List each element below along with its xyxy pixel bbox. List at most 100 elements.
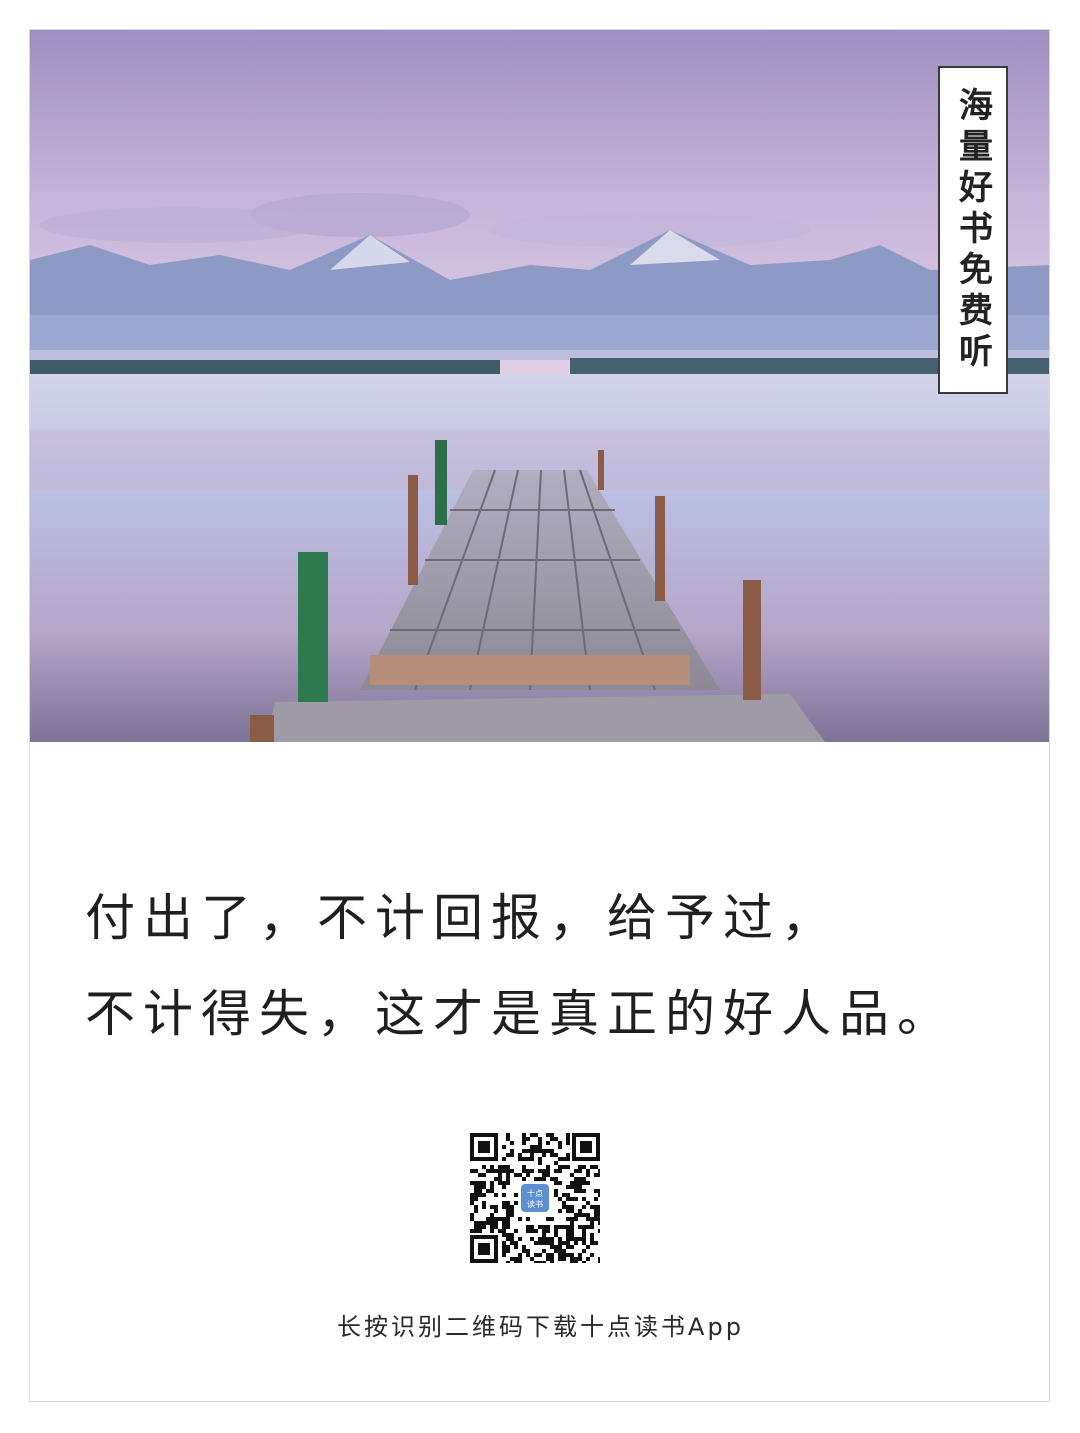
qr-module xyxy=(574,1169,578,1173)
qr-module xyxy=(574,1197,578,1201)
qr-module xyxy=(562,1249,566,1253)
free-audiobooks-badge[interactable]: 海量好书免费听 xyxy=(938,66,1008,394)
qr-module xyxy=(566,1233,570,1237)
qr-module xyxy=(494,1205,498,1209)
qr-module xyxy=(478,1193,482,1197)
qr-module xyxy=(502,1245,506,1249)
qr-module xyxy=(494,1217,498,1221)
qr-module xyxy=(582,1197,586,1201)
qr-module xyxy=(550,1133,554,1137)
qr-module xyxy=(570,1229,574,1233)
qr-module xyxy=(470,1229,474,1233)
qr-module xyxy=(570,1173,574,1177)
qr-module xyxy=(582,1177,586,1181)
qr-module xyxy=(574,1177,578,1181)
qr-module xyxy=(526,1169,530,1173)
qr-module xyxy=(546,1217,550,1221)
qr-module xyxy=(546,1165,550,1169)
qr-module xyxy=(482,1193,486,1197)
qr-module xyxy=(598,1209,600,1213)
qr-module xyxy=(546,1133,550,1137)
qr-module xyxy=(530,1153,534,1157)
qr-module xyxy=(538,1225,542,1229)
qr-module xyxy=(506,1221,510,1225)
qr-module xyxy=(586,1173,590,1177)
qr-code-icon[interactable]: 十点 读书 xyxy=(470,1133,600,1263)
qr-module xyxy=(478,1185,482,1189)
qr-module xyxy=(558,1169,562,1173)
qr-module xyxy=(518,1257,522,1261)
qr-module xyxy=(510,1233,514,1237)
qr-module xyxy=(506,1177,510,1181)
qr-module xyxy=(590,1241,594,1245)
qr-module xyxy=(558,1145,562,1149)
qr-module xyxy=(530,1229,534,1233)
qr-module xyxy=(502,1169,506,1173)
qr-module xyxy=(542,1153,546,1157)
qr-module xyxy=(566,1185,570,1189)
qr-module xyxy=(554,1225,558,1229)
qr-module xyxy=(582,1213,586,1217)
qr-module xyxy=(550,1237,554,1241)
qr-module xyxy=(570,1225,574,1229)
qr-module xyxy=(554,1169,558,1173)
qr-module xyxy=(582,1165,586,1169)
qr-module xyxy=(486,1169,490,1173)
qr-module xyxy=(562,1193,566,1197)
qr-module xyxy=(518,1153,522,1157)
qr-module xyxy=(494,1169,498,1173)
qr-module xyxy=(546,1149,550,1153)
qr-module xyxy=(566,1245,570,1249)
qr-module xyxy=(570,1253,574,1257)
qr-module xyxy=(470,1213,474,1217)
qr-module xyxy=(506,1165,510,1169)
qr-module xyxy=(570,1205,574,1209)
qr-module xyxy=(570,1257,574,1261)
qr-module xyxy=(578,1181,582,1185)
qr-module xyxy=(562,1257,566,1261)
qr-module xyxy=(570,1237,574,1241)
qr-module xyxy=(598,1189,600,1193)
qr-module xyxy=(502,1157,506,1161)
qr-module xyxy=(586,1225,590,1229)
qr-module xyxy=(578,1165,582,1169)
qr-module xyxy=(506,1217,510,1221)
qr-module xyxy=(498,1177,502,1181)
qr-module xyxy=(554,1193,558,1197)
qr-module xyxy=(470,1201,474,1205)
qr-module xyxy=(546,1241,550,1245)
qr-module xyxy=(570,1217,574,1221)
qr-module xyxy=(538,1177,542,1181)
qr-module xyxy=(562,1165,566,1169)
qr-module xyxy=(578,1253,582,1257)
qr-module xyxy=(486,1221,490,1225)
qr-module xyxy=(586,1245,590,1249)
qr-module xyxy=(578,1257,582,1261)
qr-module xyxy=(502,1205,506,1209)
qr-module xyxy=(566,1141,570,1145)
qr-module xyxy=(478,1225,482,1229)
qr-module xyxy=(482,1201,486,1205)
qr-module xyxy=(526,1225,530,1229)
qr-module xyxy=(538,1237,542,1241)
quote-line-1: 付出了，不计回报，给予过， xyxy=(85,870,1025,966)
qr-module xyxy=(546,1257,550,1261)
qr-module xyxy=(490,1229,494,1233)
qr-module xyxy=(586,1169,590,1173)
qr-module xyxy=(578,1209,582,1213)
qr-module xyxy=(474,1209,478,1213)
qr-module xyxy=(550,1153,554,1157)
qr-module xyxy=(534,1241,538,1245)
qr-module xyxy=(522,1157,526,1161)
qr-module xyxy=(550,1253,554,1257)
qr-module xyxy=(506,1181,510,1185)
qr-module xyxy=(562,1157,566,1161)
qr-module xyxy=(578,1237,582,1241)
qr-module xyxy=(558,1249,562,1253)
qr-module xyxy=(506,1209,510,1213)
qr-module xyxy=(554,1249,558,1253)
qr-module xyxy=(598,1217,600,1221)
qr-module xyxy=(590,1217,594,1221)
qr-module xyxy=(582,1205,586,1209)
qr-module xyxy=(510,1141,514,1145)
